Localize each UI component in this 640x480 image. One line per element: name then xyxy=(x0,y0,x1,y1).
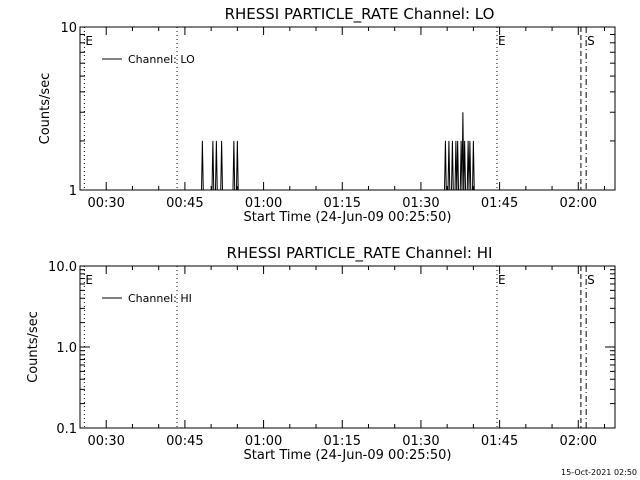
data-point xyxy=(454,140,458,191)
x-tick-label: 02:00 xyxy=(560,196,597,211)
x-tick-label: 02:00 xyxy=(560,434,597,449)
x-tick-label: 01:45 xyxy=(481,434,518,449)
data-point xyxy=(220,140,223,191)
data-point xyxy=(468,140,472,191)
event-marker-label: E xyxy=(498,34,506,48)
data-point xyxy=(466,140,470,191)
event-marker-label: S xyxy=(587,273,595,287)
x-tick-label: 01:15 xyxy=(324,434,361,449)
x-tick-label: 00:30 xyxy=(87,434,124,449)
x-tick-label: 01:30 xyxy=(402,196,439,211)
y-axis-label: Counts/sec xyxy=(38,73,53,145)
x-tick-label: 01:30 xyxy=(402,434,439,449)
y-tick-label: 1.0 xyxy=(56,341,77,356)
y-tick-label: 1 xyxy=(69,184,77,199)
plot-frame xyxy=(79,26,616,191)
event-marker-label: E xyxy=(85,34,93,48)
data-point xyxy=(232,140,236,191)
x-axis-label: Start Time (24-Jun-09 00:25:50) xyxy=(244,448,452,463)
x-tick-label: 00:45 xyxy=(166,434,203,449)
x-tick-label: 01:45 xyxy=(481,196,518,211)
event-marker-label: E xyxy=(85,273,93,287)
chart-title: RHESSI PARTICLE_RATE Channel: HI xyxy=(227,244,493,263)
data-point xyxy=(211,140,215,191)
data-point xyxy=(444,140,447,191)
data-point xyxy=(235,140,239,191)
y-tick-label: 10.0 xyxy=(48,260,77,275)
x-axis-label: Start Time (24-Jun-09 00:25:50) xyxy=(244,210,452,225)
legend-entry: Channel: LO xyxy=(128,53,195,66)
y-axis-label: Counts/sec xyxy=(26,311,41,383)
data-point xyxy=(214,140,218,191)
y-tick-label: 10 xyxy=(60,21,77,36)
event-marker-label: E xyxy=(498,273,506,287)
plot-frame xyxy=(79,265,616,429)
x-tick-label: 00:30 xyxy=(87,196,124,211)
data-point xyxy=(463,140,467,191)
x-tick-label: 01:00 xyxy=(245,196,282,211)
chart-panel-2: RHESSI PARTICLE_RATE Channel: HI 00:30 00:… xyxy=(26,244,616,463)
x-tick-label: 01:15 xyxy=(324,196,361,211)
data-point xyxy=(201,140,204,191)
x-tick-label: 00:45 xyxy=(166,196,203,211)
legend-entry: Channel: HI xyxy=(128,292,192,305)
data-point xyxy=(472,140,475,191)
data-point xyxy=(451,140,454,191)
plot-timestamp: 15-Oct-2021 02:50 xyxy=(561,468,637,477)
series-channel-lo xyxy=(199,112,477,191)
event-marker-label: S xyxy=(587,34,595,48)
chart-panel-1: RHESSI PARTICLE_RATE Channel: LO 00:30 00:… xyxy=(38,5,616,225)
data-point xyxy=(447,140,451,191)
chart-title: RHESSI PARTICLE_RATE Channel: LO xyxy=(225,5,495,24)
x-tick-label: 01:00 xyxy=(245,434,282,449)
data-point xyxy=(461,112,465,191)
y-tick-label: 0.1 xyxy=(56,422,77,437)
data-point xyxy=(456,140,460,191)
